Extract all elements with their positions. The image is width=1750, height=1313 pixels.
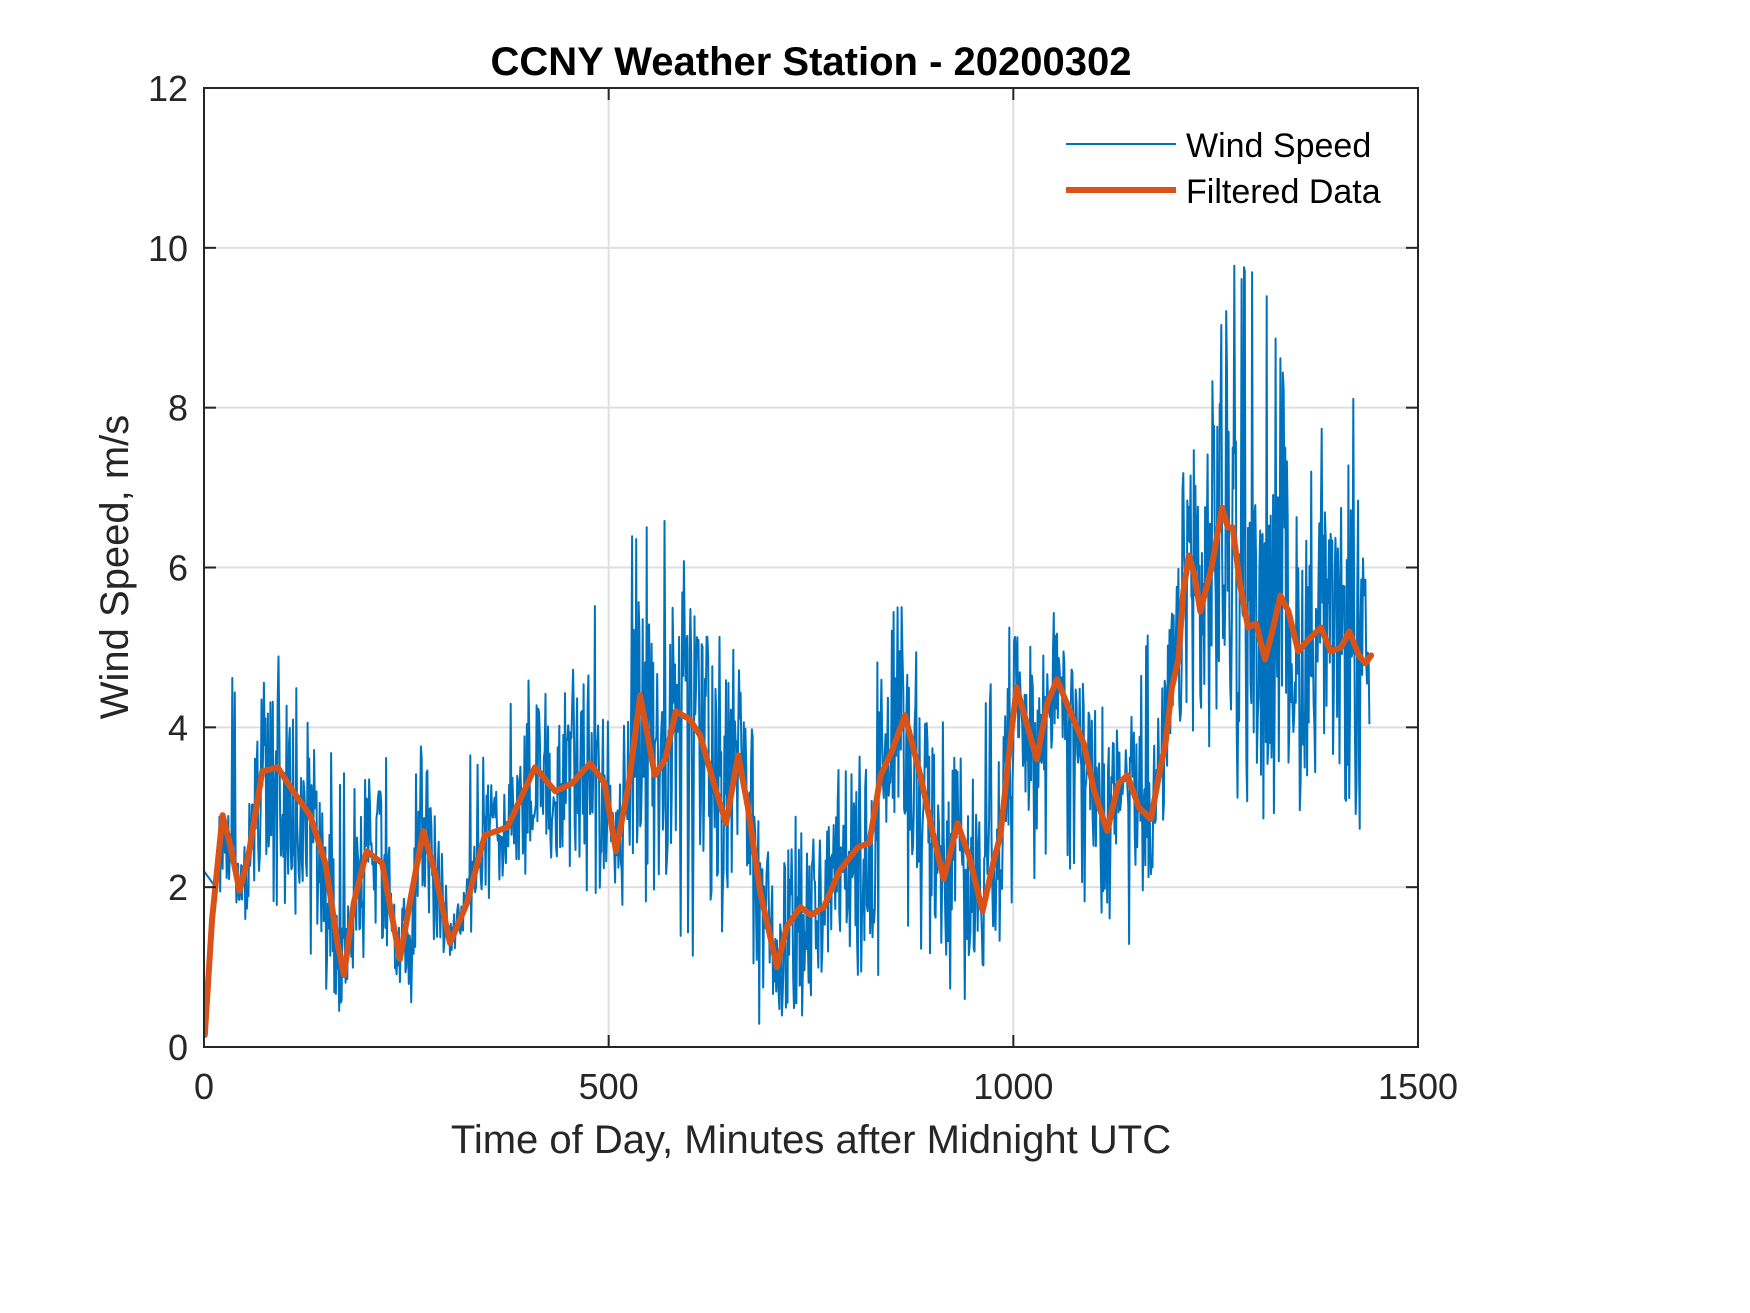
filtered-data-line [204,504,1375,1038]
y-tick-label: 2 [168,867,188,908]
legend-label-wind-speed: Wind Speed [1186,127,1371,165]
legend: Wind Speed Filtered Data [1066,127,1381,211]
chart-title: CCNY Weather Station - 20200302 [491,40,1132,84]
y-tick-label: 0 [168,1027,188,1068]
y-tick-label: 8 [168,388,188,429]
tick-marks [203,87,1419,1048]
legend-label-filtered-data: Filtered Data [1186,173,1381,211]
y-axis-label: Wind Speed, m/s [93,415,137,720]
y-tick-label: 10 [148,228,188,269]
series-layer [204,264,1375,1038]
y-tick-label: 12 [148,68,188,109]
x-tick-label: 0 [194,1066,214,1107]
x-tick-label: 500 [579,1066,639,1107]
y-tick-label: 4 [168,707,188,748]
x-tick-label: 1500 [1378,1066,1458,1107]
y-tick-label: 6 [168,548,188,589]
x-axis-label: Time of Day, Minutes after Midnight UTC [451,1118,1171,1162]
x-tick-label: 1000 [973,1066,1053,1107]
tick-labels: 0 500 1000 1500 0 2 4 6 8 10 12 [148,68,1458,1107]
